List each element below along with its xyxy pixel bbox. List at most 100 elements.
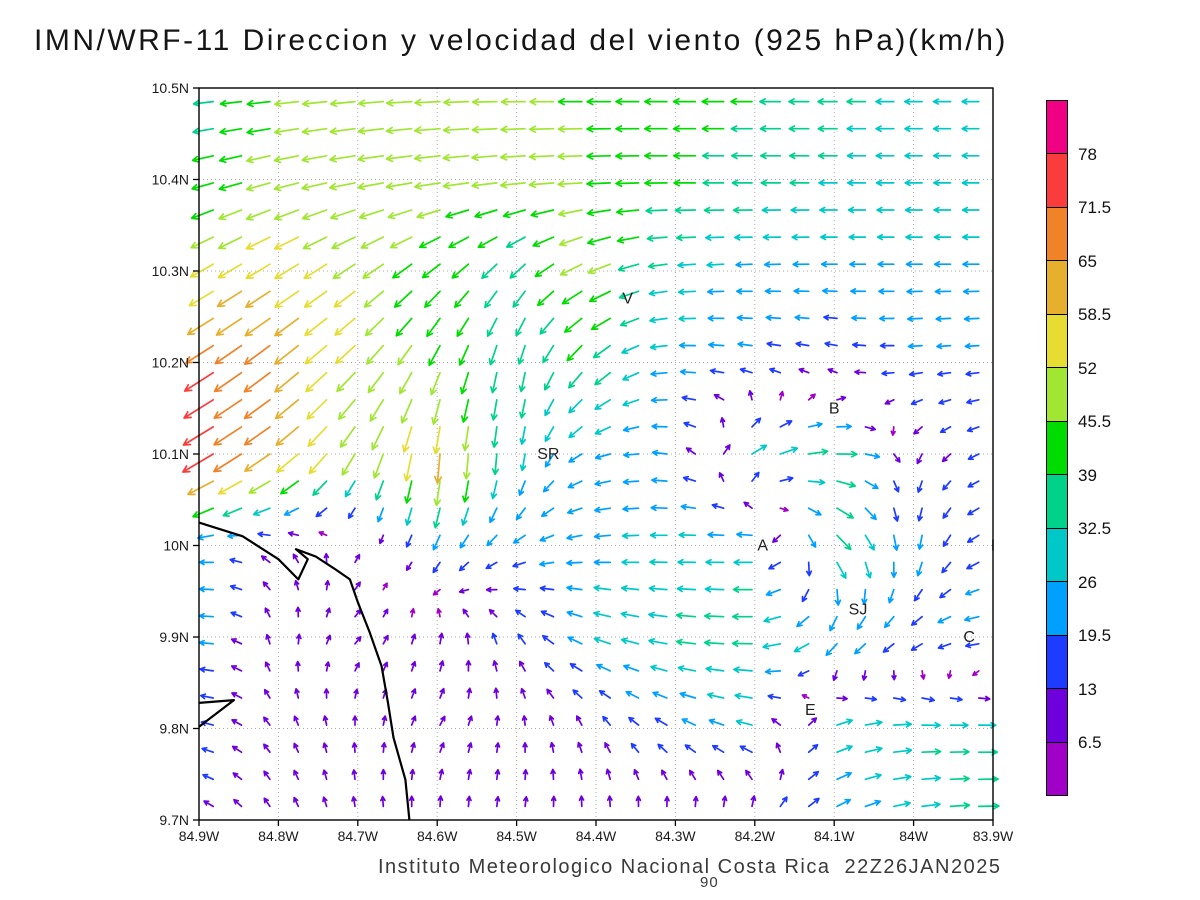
wind-arrow <box>623 451 640 459</box>
wind-arrow <box>905 260 923 268</box>
wind-arrow <box>387 209 413 220</box>
wind-arrow <box>385 98 413 107</box>
wind-arrow <box>218 209 243 221</box>
wind-arrow <box>706 288 725 295</box>
wind-arrow <box>794 314 810 321</box>
wind-arrow <box>651 423 668 430</box>
wind-arrow <box>252 507 271 516</box>
wind-arrow <box>907 343 923 350</box>
wind-arrow <box>847 206 867 214</box>
wind-arrow <box>575 715 583 726</box>
wind-arrow <box>793 642 810 653</box>
wind-arrow <box>881 370 895 377</box>
lat-tick-label: 9.9N <box>159 629 189 645</box>
wind-arrow <box>410 633 417 645</box>
wind-arrow <box>405 561 413 571</box>
wind-arrow <box>540 610 555 618</box>
wind-arrow <box>761 206 782 214</box>
wind-arrow <box>203 800 215 808</box>
wind-arrow <box>910 615 923 626</box>
wind-arrow <box>245 263 271 280</box>
wind-arrow <box>920 670 926 680</box>
wind-arrow <box>322 742 328 754</box>
wind-arrow <box>622 426 640 433</box>
wind-arrow <box>214 344 243 365</box>
wind-arrow <box>491 632 498 645</box>
wind-arrow <box>217 480 243 495</box>
wind-arrow <box>807 507 822 516</box>
wind-arrow <box>322 769 328 781</box>
wind-arrow <box>864 480 879 490</box>
wind-arrow <box>620 611 640 618</box>
wind-arrow <box>191 154 215 163</box>
wind-arrow <box>688 769 697 781</box>
wind-arrow <box>458 588 470 594</box>
wind-arrow <box>961 179 980 187</box>
wind-arrow <box>557 180 583 188</box>
wind-arrow <box>807 797 820 808</box>
wind-arrow <box>617 263 640 272</box>
wind-arrow <box>274 371 300 393</box>
wind-arrow <box>883 615 895 629</box>
wind-arrow <box>730 152 753 160</box>
wind-arrow <box>389 236 413 249</box>
wind-arrow <box>593 610 612 618</box>
wind-arrow <box>429 371 441 396</box>
wind-arrow <box>542 480 555 493</box>
wind-arrow <box>366 344 385 365</box>
wind-arrow <box>382 608 389 618</box>
wind-arrow <box>217 236 243 250</box>
wind-arrow <box>263 770 271 781</box>
wind-arrow <box>733 234 753 241</box>
wind-arrow <box>751 444 768 455</box>
wind-arrow <box>711 503 725 510</box>
wind-arrow <box>229 557 243 564</box>
institution-text: Instituto Meteorologico Nacional Costa R… <box>378 856 831 878</box>
wind-arrow <box>502 209 526 219</box>
wind-arrow <box>257 531 271 538</box>
wind-arrow <box>198 586 215 593</box>
wind-arrow <box>432 588 441 596</box>
wind-arrow <box>190 236 215 249</box>
wind-arrow <box>807 393 816 401</box>
wind-arrow <box>187 480 215 496</box>
wind-arrow <box>594 426 612 435</box>
wind-arrow <box>490 398 498 421</box>
wind-arrow <box>964 343 980 350</box>
wind-arrow <box>751 471 760 482</box>
colorbar-tick-label: 26 <box>1078 572 1097 592</box>
wind-arrow <box>477 236 498 249</box>
wind-arrow <box>587 263 612 275</box>
wind-arrow <box>836 561 847 579</box>
wind-arrow <box>274 398 300 420</box>
wind-arrow <box>906 315 923 322</box>
wind-arrow <box>778 390 785 401</box>
wind-arrow <box>807 534 817 548</box>
colorbar-segment <box>1047 527 1067 582</box>
lat-tick-label: 10.4N <box>152 172 189 188</box>
station-label-e: E <box>805 702 816 719</box>
wind-arrow <box>921 774 942 782</box>
wind-arrow <box>967 453 980 461</box>
wind-arrow <box>274 263 300 280</box>
wind-arrow <box>393 290 413 308</box>
wind-arrow <box>643 125 668 133</box>
wind-arrow <box>937 370 952 377</box>
wind-arrow <box>245 209 271 221</box>
wind-arrow <box>836 695 848 702</box>
wind-arrow <box>910 642 923 651</box>
wind-arrow <box>400 398 413 424</box>
wind-arrow <box>615 97 640 106</box>
wind-arrow <box>438 660 445 672</box>
wind-arrow <box>977 695 991 702</box>
wind-arrow <box>471 153 498 162</box>
wind-arrow <box>846 152 867 160</box>
wind-arrow <box>273 154 300 164</box>
lon-tick-label: 84.7W <box>338 828 379 844</box>
wind-arrow <box>620 637 640 645</box>
wind-arrow <box>834 588 842 606</box>
wind-arrow <box>586 152 612 160</box>
colorbar-tick-label: 78 <box>1078 144 1097 164</box>
wind-arrow <box>832 670 838 682</box>
wind-arrow <box>709 368 725 375</box>
